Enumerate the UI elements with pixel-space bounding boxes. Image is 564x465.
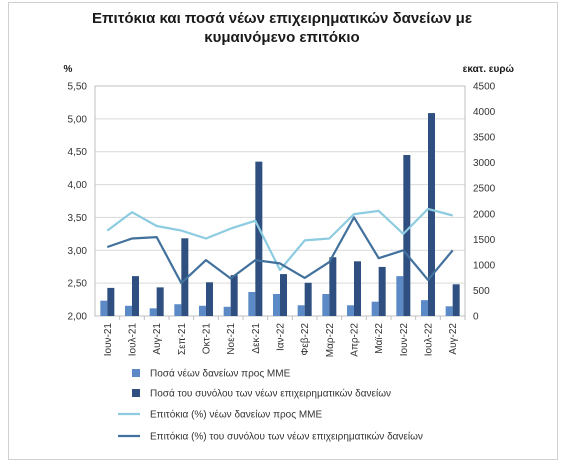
right-tick-label: 500 <box>473 286 490 297</box>
right-tick-label: 0 <box>473 312 479 323</box>
bar-sme <box>174 304 182 316</box>
legend-label: Ποσά του συνόλου των νέων επιχειρηματικώ… <box>150 388 391 400</box>
bar-total <box>403 155 411 316</box>
x-tick-label: Δεκ-21 <box>251 323 262 354</box>
bar-total <box>230 275 238 316</box>
bar-sme <box>223 306 231 316</box>
right-tick-label: 4500 <box>473 82 496 93</box>
chart-title-line-2: κυμαινόμενο επιτόκιο <box>204 29 359 46</box>
bar-sme <box>445 306 453 316</box>
series-line-2 <box>106 207 453 272</box>
legend-swatch <box>132 389 140 397</box>
bar-total <box>132 276 139 316</box>
bar-total <box>452 284 460 316</box>
plot-area: 2,00 2,50 3,00 3,50 4,00 4,50 5,00 5,50 0 500 1000… <box>68 82 496 358</box>
x-tick-label: Ιουν-22 <box>399 323 410 357</box>
left-tick-label: 5,50 <box>68 82 88 93</box>
left-tick-label: 3,00 <box>68 246 88 257</box>
x-tick-label: Αυγ-21 <box>152 323 163 355</box>
x-tick-label: Ιουν-21 <box>103 323 114 357</box>
bar-sme <box>125 305 132 316</box>
bar-sme <box>322 294 330 316</box>
bar-total <box>255 161 263 316</box>
x-tick-label: Μαρ-22 <box>325 323 336 358</box>
bar-total <box>280 274 287 316</box>
x-tick-label: Ιουλ-21 <box>128 323 139 357</box>
bar-sme <box>100 300 108 316</box>
bar-total <box>354 261 361 316</box>
x-tick-label: Ιουλ-22 <box>424 323 435 357</box>
bar-sme <box>248 291 256 316</box>
right-tick-label: 3000 <box>473 158 496 169</box>
bar-sme <box>347 305 354 316</box>
right-tick-label: 3500 <box>473 133 496 144</box>
legend-label: Επιτόκια (%) νέων δανείων προς ΜΜΕ <box>150 409 322 421</box>
bar-total <box>107 287 115 316</box>
legend: Ποσά νέων δανείων προς ΜΜΕ Ποσά του συνόλ… <box>118 368 423 443</box>
bar-total <box>428 113 435 316</box>
legend-swatch <box>132 369 140 377</box>
bar-sme <box>273 294 280 316</box>
left-tick-label: 4,00 <box>68 180 88 191</box>
bar-total <box>206 282 213 316</box>
bar-total <box>156 287 164 316</box>
left-tick-label: 5,00 <box>68 114 88 125</box>
bar-total <box>329 257 337 316</box>
bar-sme <box>421 300 428 316</box>
x-tick-label: Απρ-22 <box>350 323 361 357</box>
x-tick-label: Οκτ-21 <box>202 323 213 355</box>
x-tick-label: Νοε-21 <box>226 323 237 355</box>
left-tick-label: 3,50 <box>68 213 88 224</box>
bar-sme <box>371 301 379 316</box>
left-axis-unit: % <box>64 64 73 75</box>
bar-total <box>378 266 386 316</box>
series-line-3 <box>106 216 454 285</box>
x-tick-label: Αυγ-22 <box>448 323 459 355</box>
left-tick-label: 2,00 <box>68 312 88 323</box>
right-tick-label: 1500 <box>473 235 496 246</box>
bar-sme <box>199 305 206 316</box>
bar-sme <box>396 276 404 316</box>
right-tick-label: 2500 <box>473 184 496 195</box>
legend-label: Επιτόκια (%) του συνόλου των νέων επιχει… <box>150 431 423 443</box>
right-axis-unit: εκατ. ευρώ <box>463 64 515 75</box>
left-tick-label: 4,50 <box>68 147 88 158</box>
right-tick-label: 1000 <box>473 260 496 271</box>
bar-sme <box>149 308 157 316</box>
chart-title-line-1: Επιτόκια και ποσά νέων επιχειρηματικών δ… <box>92 10 472 27</box>
legend-label: Ποσά νέων δανείων προς ΜΜΕ <box>150 368 291 380</box>
x-tick-label: Φεβ-22 <box>300 323 311 356</box>
right-tick-label: 2000 <box>473 209 496 220</box>
x-tick-label: Ιαν-22 <box>276 323 287 351</box>
bar-sme <box>297 305 305 316</box>
x-tick-label: Σεπ-21 <box>177 323 188 355</box>
chart-frame <box>8 2 558 460</box>
x-tick-label: Μαϊ-22 <box>374 323 385 354</box>
bar-total <box>304 282 312 316</box>
left-tick-label: 2,50 <box>68 279 88 290</box>
right-tick-label: 4000 <box>473 107 496 118</box>
bar-total <box>181 238 189 316</box>
